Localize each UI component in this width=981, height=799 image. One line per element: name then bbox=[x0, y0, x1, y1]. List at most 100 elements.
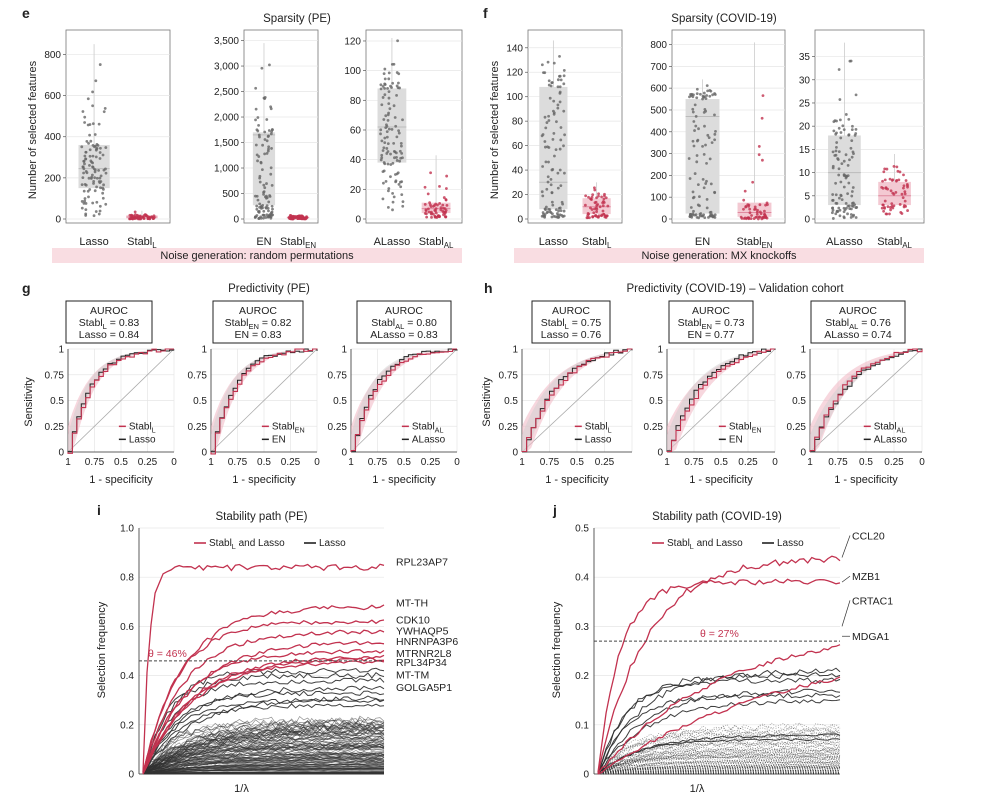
path-line bbox=[597, 767, 841, 775]
x-tick-label: 0.75 bbox=[85, 457, 105, 468]
data-point bbox=[391, 191, 394, 195]
auroc-other: EN = 0.77 bbox=[688, 329, 735, 341]
data-point bbox=[94, 155, 98, 159]
data-point bbox=[559, 138, 563, 142]
data-point bbox=[386, 150, 390, 153]
y-tick-label: 0.25 bbox=[45, 422, 65, 433]
legend-other: Lasso bbox=[319, 538, 346, 549]
axes-frame bbox=[365, 29, 463, 224]
y-tick-label: 1,000 bbox=[214, 164, 239, 175]
data-point bbox=[601, 201, 605, 205]
y-tick-label: 60 bbox=[350, 125, 362, 136]
legend-stabl-main: Stabl bbox=[209, 538, 232, 549]
data-point bbox=[380, 139, 384, 143]
data-point bbox=[398, 149, 402, 153]
data-point bbox=[830, 211, 834, 215]
data-point bbox=[693, 172, 697, 175]
auroc-stabl-sub: EN bbox=[249, 322, 259, 331]
data-point bbox=[689, 93, 692, 96]
y-tick-label: 5 bbox=[804, 191, 810, 202]
data-point bbox=[258, 135, 261, 139]
x-label-1-main: Stabl bbox=[280, 236, 305, 248]
data-point bbox=[383, 136, 387, 140]
data-point bbox=[839, 180, 843, 184]
data-point bbox=[837, 167, 841, 171]
path-line bbox=[597, 754, 841, 774]
data-point bbox=[253, 215, 257, 219]
data-point bbox=[552, 99, 556, 103]
data-point bbox=[547, 79, 551, 83]
data-point bbox=[691, 190, 695, 194]
data-point bbox=[288, 217, 292, 221]
data-point bbox=[543, 140, 547, 143]
data-point bbox=[714, 129, 717, 133]
path-line bbox=[142, 756, 385, 775]
data-point bbox=[397, 131, 401, 135]
path-line bbox=[142, 720, 385, 773]
data-point bbox=[541, 165, 545, 168]
data-point bbox=[95, 142, 99, 146]
data-point bbox=[434, 211, 438, 215]
data-point bbox=[835, 141, 839, 144]
data-point bbox=[847, 181, 851, 185]
auroc-box bbox=[212, 300, 304, 344]
data-point bbox=[391, 200, 395, 204]
x-tick-label: 0 bbox=[171, 457, 177, 468]
legend-stabl-main: Stabl bbox=[412, 421, 435, 432]
data-point bbox=[698, 195, 701, 199]
data-point bbox=[696, 203, 700, 207]
data-point bbox=[695, 154, 699, 157]
data-point bbox=[763, 209, 766, 213]
data-point bbox=[691, 107, 695, 111]
data-point bbox=[85, 139, 89, 143]
data-point bbox=[834, 181, 838, 185]
data-point bbox=[263, 195, 267, 199]
data-point bbox=[558, 74, 562, 78]
data-point bbox=[438, 185, 441, 188]
path-line bbox=[597, 688, 841, 775]
data-point bbox=[693, 103, 697, 107]
axes-frame bbox=[671, 29, 786, 224]
y-tick-label: 0 bbox=[517, 215, 523, 226]
path-line bbox=[597, 744, 841, 775]
data-point bbox=[257, 155, 261, 158]
data-point bbox=[397, 72, 401, 76]
data-point bbox=[708, 88, 712, 92]
data-point bbox=[561, 202, 565, 206]
ylabel-g: Sensitivity bbox=[23, 377, 35, 427]
data-point bbox=[263, 138, 267, 141]
xlabel-j: 1/λ bbox=[690, 783, 705, 795]
data-point bbox=[88, 163, 91, 167]
data-point bbox=[754, 207, 757, 211]
data-point bbox=[83, 199, 87, 203]
path-line bbox=[597, 765, 841, 774]
data-point bbox=[258, 176, 262, 180]
data-point bbox=[757, 153, 761, 157]
data-point bbox=[854, 216, 858, 219]
data-point bbox=[892, 204, 896, 208]
banner-text-f: Noise generation: MX knockoffs bbox=[641, 250, 797, 262]
legend-stabl-sub: L bbox=[690, 542, 694, 551]
data-point bbox=[688, 95, 691, 99]
y-tick-label: 1 bbox=[58, 345, 64, 356]
data-point bbox=[382, 118, 386, 121]
data-point bbox=[834, 149, 838, 153]
ci-band-stabl bbox=[351, 349, 457, 452]
path-line bbox=[597, 731, 841, 773]
data-point bbox=[898, 203, 902, 206]
y-tick-label: 0.8 bbox=[120, 573, 134, 584]
data-point bbox=[142, 216, 145, 220]
data-point bbox=[255, 207, 259, 211]
data-point bbox=[134, 215, 138, 219]
box-0 bbox=[377, 88, 407, 163]
data-point bbox=[695, 96, 699, 100]
data-point bbox=[438, 215, 442, 219]
data-point bbox=[739, 215, 743, 219]
data-point bbox=[101, 196, 105, 200]
legend-stabl-sub: EN bbox=[752, 425, 762, 434]
data-point bbox=[380, 103, 384, 107]
path-line bbox=[597, 676, 841, 775]
x-tick-label: 0.5 bbox=[714, 457, 728, 468]
path-line bbox=[597, 764, 841, 775]
x-tick-label: 0.75 bbox=[540, 457, 560, 468]
